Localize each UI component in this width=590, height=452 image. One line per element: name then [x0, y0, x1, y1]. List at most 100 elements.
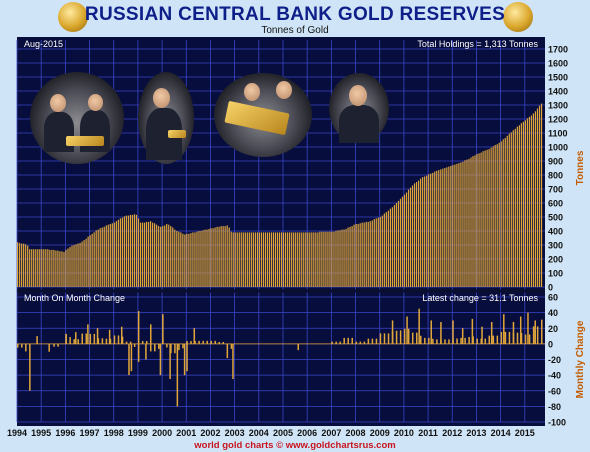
- change-bar: [387, 333, 390, 344]
- y-tick-label: -20: [548, 355, 561, 365]
- holding-bar: [87, 236, 89, 287]
- change-bar: [149, 343, 152, 352]
- holding-bar: [407, 189, 410, 287]
- holding-bar: [212, 228, 214, 287]
- change-bar: [379, 333, 382, 344]
- y-tick-label: 200: [548, 255, 563, 265]
- y-axis-title: Monthly Change: [575, 320, 586, 398]
- holding-bar: [21, 243, 23, 287]
- holding-bar: [486, 149, 488, 287]
- change-bar: [496, 335, 499, 344]
- holding-bar: [363, 222, 365, 287]
- holding-bar: [371, 220, 373, 287]
- x-tick-label: 2004: [249, 428, 269, 438]
- holding-bar: [152, 222, 154, 287]
- holding-bar: [127, 215, 130, 287]
- holding-bar: [415, 182, 418, 287]
- change-bar: [347, 337, 349, 344]
- holding-bar: [246, 232, 248, 287]
- change-bar: [343, 337, 345, 344]
- holding-bar: [238, 232, 240, 287]
- holding-bar: [45, 249, 47, 287]
- holding-bar: [206, 229, 208, 287]
- holding-bar: [540, 103, 543, 287]
- holding-bar: [349, 226, 351, 287]
- holding-bar: [135, 214, 138, 287]
- change-bar: [145, 343, 147, 360]
- holding-bar: [466, 159, 468, 287]
- holding-bar: [448, 166, 450, 287]
- holding-bar: [510, 132, 512, 287]
- y-tick-label: 60: [548, 293, 558, 303]
- holding-bar: [51, 249, 53, 287]
- holding-bar: [174, 229, 176, 287]
- y-tick-label: 1700: [548, 45, 568, 55]
- x-tick-label: 2010: [394, 428, 414, 438]
- change-bar: [472, 336, 474, 344]
- x-tick-label: 1997: [80, 428, 100, 438]
- holding-bar: [242, 232, 244, 287]
- holding-bar: [198, 231, 200, 287]
- holding-bar: [432, 172, 434, 287]
- holding-bar: [377, 217, 379, 287]
- y-axis-title: Tonnes: [575, 150, 586, 185]
- holding-bar: [426, 175, 428, 287]
- change-bar: [96, 328, 99, 344]
- y-tick-label: 0: [548, 283, 553, 293]
- y-tick-label: -40: [548, 371, 561, 381]
- holding-bar: [307, 232, 309, 287]
- holding-bar: [456, 163, 458, 287]
- change-bar: [524, 334, 527, 344]
- y-tick-label: 100: [548, 269, 563, 279]
- holding-bar: [230, 231, 232, 287]
- holding-bar: [224, 226, 226, 287]
- holding-bar: [470, 157, 472, 287]
- holding-bar: [440, 169, 442, 287]
- holding-bar: [109, 224, 111, 287]
- holding-bar: [454, 164, 456, 287]
- holding-bar: [534, 111, 537, 287]
- change-bar: [105, 338, 108, 344]
- change-bar: [137, 343, 140, 362]
- holding-bar: [444, 168, 446, 287]
- holding-bar: [25, 244, 27, 287]
- total-holdings-label: Total Holdings = 1,313 Tonnes: [417, 39, 538, 49]
- x-tick-label: 2013: [466, 428, 486, 438]
- holding-bar: [339, 230, 341, 287]
- y-tick-label: 1300: [548, 101, 568, 111]
- holding-bar: [359, 223, 361, 287]
- change-bar: [399, 330, 402, 344]
- holding-bar: [345, 228, 347, 287]
- change-bar: [108, 329, 111, 344]
- holding-bar: [95, 230, 97, 287]
- holding-bar: [73, 245, 75, 287]
- change-bar: [133, 343, 136, 347]
- y-tick-label: 1500: [548, 73, 568, 83]
- holding-bar: [438, 170, 440, 287]
- holding-bar: [323, 231, 325, 287]
- holding-bar: [256, 232, 259, 287]
- holding-bar: [492, 146, 494, 287]
- change-bar: [81, 333, 83, 344]
- change-bar: [230, 343, 233, 349]
- holding-bar: [325, 231, 327, 287]
- holding-bar: [53, 249, 55, 287]
- holding-bar: [335, 231, 337, 287]
- holding-bar: [77, 243, 79, 287]
- change-bar: [25, 343, 27, 352]
- holding-bar: [462, 161, 464, 287]
- holding-bar: [496, 144, 498, 287]
- change-bar: [53, 343, 55, 347]
- holding-bar: [97, 229, 99, 287]
- holding-bar: [331, 231, 333, 287]
- change-bar: [202, 340, 204, 344]
- x-tick-label: 2002: [200, 428, 220, 438]
- change-bar: [65, 333, 67, 344]
- holding-bar: [117, 219, 119, 287]
- holding-bar: [422, 177, 424, 287]
- change-bar: [440, 339, 442, 344]
- change-bar: [420, 335, 422, 344]
- change-bar: [339, 341, 341, 344]
- holding-bar: [357, 224, 359, 287]
- photo-circle-2: [138, 72, 194, 164]
